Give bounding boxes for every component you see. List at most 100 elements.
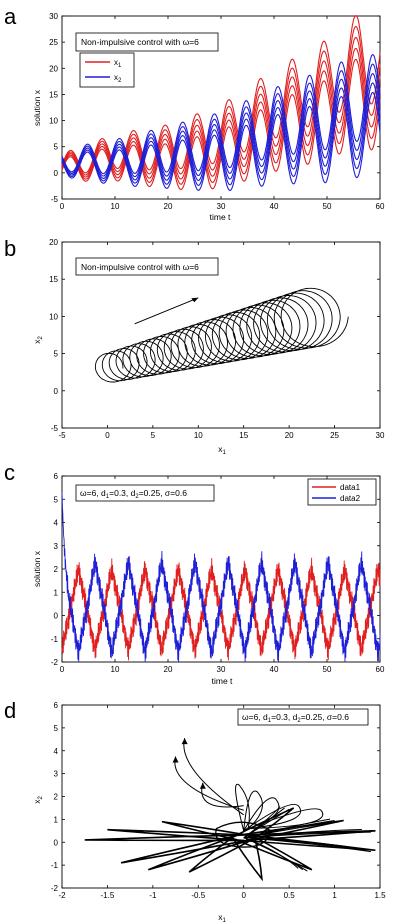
x-tick-label: 20 — [285, 431, 294, 440]
x2-curve — [61, 91, 381, 192]
x-tick-label: 5 — [151, 431, 156, 440]
panel-a-label: a — [4, 4, 17, 29]
y-tick-label: 6 — [54, 472, 59, 481]
y-tick-label: 5 — [54, 724, 59, 733]
y-tick-label: 15 — [49, 90, 58, 99]
y-tick-label: -5 — [51, 195, 59, 204]
y-tick-label: 4 — [54, 747, 59, 756]
petal-curve — [243, 818, 331, 839]
petal-curve — [232, 837, 263, 882]
x-tick-label: 30 — [217, 202, 226, 211]
x-tick-label: -0.5 — [191, 891, 205, 900]
panel-b-annotation: Non-impulsive control with ω=6 — [81, 262, 199, 272]
legend-x1-label: x1 — [114, 58, 122, 69]
x-tick-label: 20 — [164, 665, 173, 674]
x-tick-label: -1 — [149, 891, 157, 900]
panel-c-legend: data1 data2 — [307, 478, 377, 506]
data2-curve — [61, 492, 381, 663]
y-tick-label: -2 — [51, 658, 59, 667]
y-tick-label: 3 — [54, 542, 59, 551]
y-tick-label: 1 — [54, 588, 59, 597]
panel-a-legend: x1 x2 — [79, 52, 135, 88]
panel-b-xlabel: x1 — [218, 444, 226, 456]
x-tick-label: -1.5 — [101, 891, 115, 900]
x-tick-label: 30 — [376, 431, 385, 440]
panel-d-label: d — [4, 698, 16, 723]
y-tick-label: 0 — [54, 612, 59, 621]
x-tick-label: 40 — [270, 665, 279, 674]
loop-curve — [243, 797, 280, 832]
x1-curve — [61, 15, 381, 174]
panel-d-axes: -2 -1.5 -1 -0.5 0 0.5 1 1.5 -2 -1 0 1 2 3 4 5 6 — [51, 701, 386, 900]
y-tick-label: -2 — [51, 884, 59, 893]
panel-d-plot — [84, 738, 376, 882]
y-tick-label: 15 — [49, 275, 58, 284]
x-tick-label: 40 — [270, 202, 279, 211]
loop-curve — [243, 790, 263, 831]
panel-d-ylabel: x2 — [32, 796, 44, 804]
y-tick-label: 4 — [54, 519, 59, 528]
y-tick-label: 10 — [49, 312, 58, 321]
petal-curve — [120, 834, 251, 864]
x-tick-label: 10 — [194, 431, 203, 440]
y-tick-label: 6 — [54, 701, 59, 710]
x2-curve — [61, 54, 381, 175]
x-tick-label: 10 — [111, 665, 120, 674]
legend-data1-label: data1 — [340, 483, 361, 492]
x-tick-label: 10 — [111, 202, 120, 211]
loop-curve — [243, 804, 301, 832]
panel-b-plot — [94, 287, 349, 383]
y-tick-label: 3 — [54, 770, 59, 779]
y-tick-label: 10 — [49, 117, 58, 126]
panel-c-annotation: ω=6, d1=0.3, d2=0.25, σ=0.6 — [80, 488, 187, 500]
panel-b-ylabel: x2 — [32, 336, 44, 344]
plot-frame — [61, 704, 381, 889]
arrow-head — [191, 297, 199, 303]
panel-d: d -2 -1.5 -1 -0.5 0 0.5 1 1.5 -2 -1 0 1 2 3 4 5 6 ω=6, d… — [4, 698, 386, 922]
panel-c-label: c — [4, 460, 15, 485]
x-tick-label: 0 — [60, 665, 65, 674]
y-tick-label: -5 — [51, 424, 59, 433]
y-tick-label: 5 — [54, 495, 59, 504]
arrow-head — [199, 782, 206, 789]
petal-curve — [188, 836, 255, 873]
x2-curve — [61, 82, 381, 186]
y-tick-label: 0 — [54, 169, 59, 178]
y-tick-label: 0 — [54, 387, 59, 396]
x-tick-label: 20 — [164, 202, 173, 211]
x-tick-label: 1 — [332, 891, 337, 900]
x-tick-label: 50 — [323, 202, 332, 211]
panel-d-annotation-box: ω=6, d1=0.3, d2=0.25, σ=0.6 — [237, 708, 369, 726]
y-tick-label: 30 — [49, 12, 58, 21]
center-blob — [215, 821, 272, 848]
panel-a-annotation-box: Non-impulsive control with ω=6 — [75, 32, 219, 52]
y-tick-label: 0 — [54, 838, 59, 847]
x-tick-label: 25 — [330, 431, 339, 440]
arrow-head — [172, 756, 179, 763]
trajectory-curve — [94, 287, 349, 383]
petal-curve — [107, 828, 247, 842]
y-tick-label: 2 — [54, 793, 59, 802]
x-tick-label: 15 — [239, 431, 248, 440]
x-tick-label: 0.5 — [284, 891, 296, 900]
panel-a-plot — [61, 15, 381, 192]
y-tick-label: 25 — [49, 38, 58, 47]
x2-curve — [61, 63, 381, 178]
panel-c-annotation-box: ω=6, d1=0.3, d2=0.25, σ=0.6 — [75, 484, 215, 502]
panel-b-label: b — [4, 236, 16, 261]
petal-curve — [237, 819, 344, 841]
panel-a-ylabel: solution x — [32, 89, 42, 126]
y-tick-label: 20 — [49, 64, 58, 73]
legend-data2-label: data2 — [340, 494, 361, 503]
y-tick-label: -1 — [51, 635, 59, 644]
x-tick-label: 0 — [105, 431, 110, 440]
loop-curve — [235, 783, 250, 831]
x2-curve — [61, 73, 381, 182]
arrow-curve — [183, 738, 244, 816]
legend-x2-label: x2 — [114, 73, 122, 84]
panel-a-xlabel: time t — [210, 212, 231, 222]
panel-a-annotation: Non-impulsive control with ω=6 — [81, 37, 199, 47]
panel-c: c 0 10 20 30 40 50 60 -2 -1 0 1 2 3 4 5 6 ω=6, d1=0.3, … — [4, 460, 385, 686]
